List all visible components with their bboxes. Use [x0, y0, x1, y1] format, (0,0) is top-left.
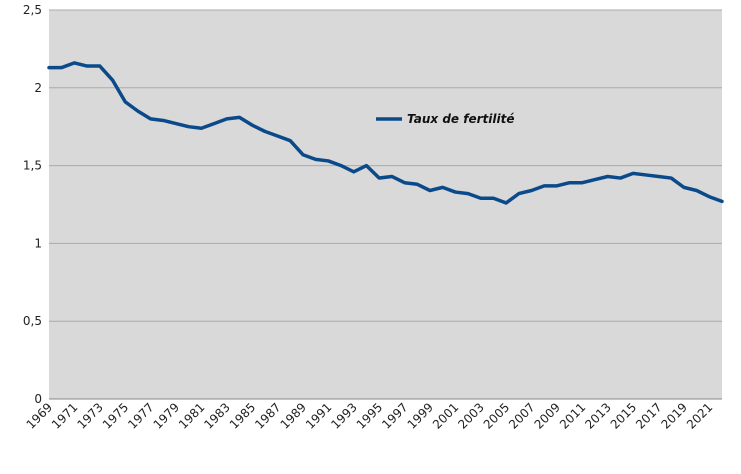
legend-label: Taux de fertilité: [407, 112, 514, 126]
x-tick-label: 2009: [532, 400, 563, 431]
legend: Taux de fertilité: [376, 112, 514, 126]
x-tick-label: 2011: [557, 400, 588, 431]
x-tick-label: 2001: [430, 400, 461, 431]
x-tick-label: 1983: [201, 400, 232, 431]
x-tick-label: 1973: [74, 400, 105, 431]
x-tick-label: 1969: [24, 400, 55, 431]
x-tick-label: 2017: [633, 400, 664, 431]
x-tick-label: 1971: [49, 400, 80, 431]
x-axis-ticks: 1969197119731975197719791981198319851987…: [24, 400, 716, 431]
x-tick-label: 1977: [125, 400, 156, 431]
x-tick-label: 1997: [379, 400, 410, 431]
y-tick-label: 2: [34, 81, 42, 95]
x-tick-label: 1989: [278, 400, 309, 431]
x-tick-label: 1979: [151, 400, 182, 431]
x-tick-label: 1987: [252, 400, 283, 431]
x-tick-label: 1981: [176, 400, 207, 431]
x-tick-label: 2013: [582, 400, 613, 431]
x-tick-label: 1993: [328, 400, 359, 431]
y-tick-label: 1,5: [23, 159, 42, 173]
x-tick-label: 2015: [608, 400, 639, 431]
y-axis-ticks: 0 0,5 1 1,5 2 2,5: [23, 3, 42, 406]
x-tick-label: 1985: [227, 400, 258, 431]
x-tick-label: 1991: [303, 400, 334, 431]
y-tick-label: 0: [34, 392, 42, 406]
gridlines: [49, 9, 722, 400]
x-tick-label: 1995: [354, 400, 385, 431]
x-tick-label: 2005: [481, 400, 512, 431]
y-tick-label: 2,5: [23, 3, 42, 17]
y-tick-label: 0,5: [23, 314, 42, 328]
series-line-taux-de-fertilite: [47, 61, 724, 205]
x-tick-label: 2003: [455, 400, 486, 431]
x-tick-label: 1975: [100, 400, 131, 431]
y-tick-label: 1: [34, 236, 42, 250]
x-tick-label: 1999: [405, 400, 436, 431]
plot-area: [49, 10, 722, 399]
x-tick-label: 2021: [684, 400, 715, 431]
x-tick-label: 2019: [659, 400, 690, 431]
x-tick-label: 2007: [506, 400, 537, 431]
